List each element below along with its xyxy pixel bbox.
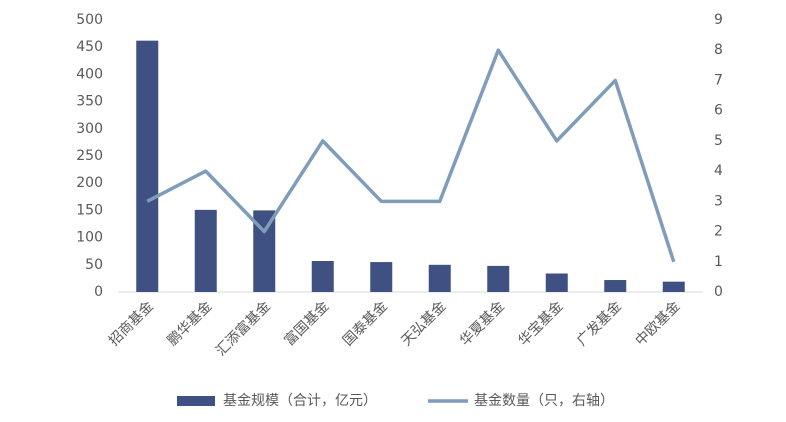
x-tick-label: 广发基金 — [573, 298, 625, 350]
x-tick-label: 国泰基金 — [339, 298, 391, 350]
y-tick-label: 0 — [94, 284, 103, 300]
y2-tick-label: 9 — [714, 12, 723, 28]
y-tick-label: 100 — [76, 230, 103, 246]
y-tick-label: 500 — [76, 12, 103, 28]
bar — [136, 40, 159, 293]
x-tick-label: 富国基金 — [281, 298, 333, 350]
x-tick-label: 天弘基金 — [398, 298, 450, 350]
x-tick-label: 汇添富基金 — [212, 298, 274, 360]
line — [146, 48, 676, 263]
y2-tick-label: 4 — [714, 163, 723, 179]
x-tick-label: 鹏华基金 — [164, 298, 216, 350]
y-tick-label: 150 — [76, 202, 103, 218]
bar — [428, 264, 451, 292]
y2-tick-label: 7 — [714, 72, 723, 88]
y-tick-label: 350 — [76, 94, 103, 110]
y2-tick-label: 1 — [714, 254, 723, 270]
y-tick-label: 250 — [76, 148, 103, 164]
y2-tick-label: 3 — [714, 193, 723, 209]
x-tick-label: 招商基金 — [105, 298, 157, 350]
bar — [604, 280, 627, 292]
y-tick-label: 50 — [85, 257, 103, 273]
bar — [253, 210, 276, 292]
y2-tick-label: 5 — [714, 133, 723, 149]
y2-tick-label: 6 — [714, 103, 723, 119]
x-tick-label: 中欧基金 — [632, 298, 684, 350]
bar — [370, 262, 393, 292]
y-tick-label: 400 — [76, 66, 103, 82]
bar — [487, 265, 510, 292]
x-tick-label: 华夏基金 — [456, 298, 508, 350]
y2-tick-label: 0 — [714, 284, 723, 300]
y-tick-label: 300 — [76, 121, 103, 137]
y-tick-label: 200 — [76, 175, 103, 191]
y2-tick-label: 8 — [714, 42, 723, 58]
legend-swatch — [177, 396, 215, 406]
legend-label: 基金数量（只，右轴） — [474, 392, 614, 409]
y2-tick-label: 2 — [714, 224, 723, 240]
bar — [194, 209, 217, 292]
y-tick-label: 450 — [76, 39, 103, 55]
bar — [545, 273, 568, 292]
bar — [662, 281, 685, 292]
x-tick-label: 华宝基金 — [515, 298, 567, 350]
legend-label: 基金规模（合计，亿元） — [223, 392, 377, 409]
bar — [311, 260, 334, 292]
